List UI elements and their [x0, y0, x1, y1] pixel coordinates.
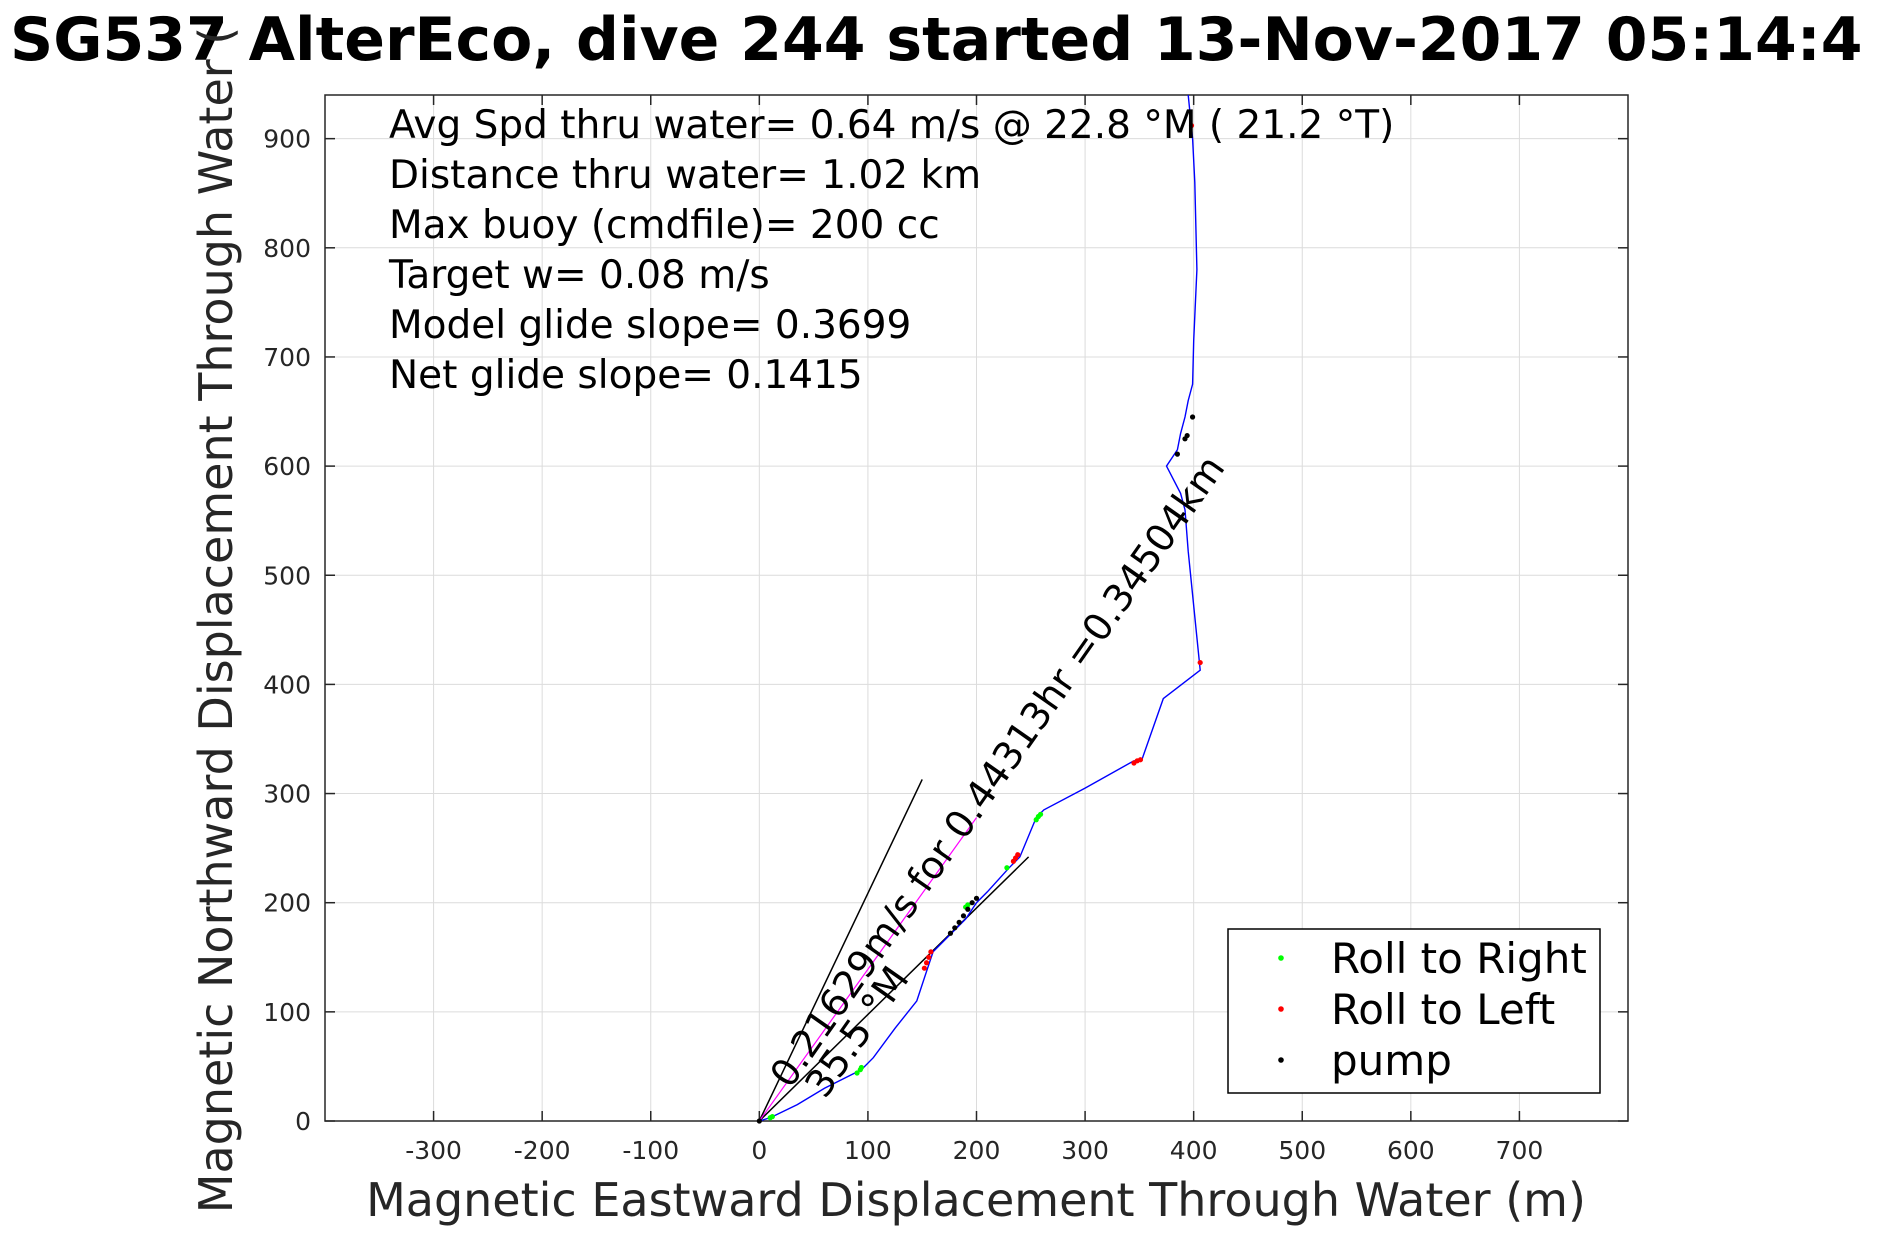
- reference-line-1: [758, 779, 923, 1122]
- data-point: [858, 1064, 865, 1071]
- y-tick-label: 0: [295, 1107, 311, 1136]
- legend-label: pump: [1331, 1036, 1452, 1085]
- data-point: [1174, 451, 1180, 457]
- y-tick-label: 400: [263, 670, 311, 699]
- x-axis-ticks: -300 -200 -100 0 100 200 300 400 500 600 700: [405, 95, 1543, 1165]
- data-point: [965, 902, 971, 908]
- legend-marker: [1278, 1006, 1284, 1012]
- x-tick-label: 700: [1496, 1136, 1544, 1165]
- annotation-line: Model glide slope= 0.3699: [389, 303, 911, 348]
- data-point: [1197, 659, 1203, 666]
- x-tick-label: -300: [405, 1136, 462, 1165]
- data-point: [1184, 432, 1190, 439]
- data-point: [960, 913, 967, 919]
- y-tick-label: 800: [263, 234, 311, 263]
- data-point: [1188, 122, 1195, 129]
- x-tick-label: 0: [751, 1136, 767, 1165]
- data-point: [926, 954, 932, 960]
- annotation-line: Net glide slope= 0.1415: [389, 353, 863, 398]
- x-tick-label: -200: [514, 1136, 571, 1165]
- data-point: [1137, 757, 1144, 763]
- x-tick-label: 200: [953, 1136, 1001, 1165]
- legend-label: Roll to Left: [1331, 985, 1555, 1034]
- y-axis-label: Magnetic Northward Displacement Through …: [189, 27, 243, 1213]
- annotation-line: Avg Spd thru water= 0.64 m/s @ 22.8 °M (…: [389, 103, 1394, 148]
- series-roll-to-left: [921, 122, 1203, 971]
- y-tick-label: 200: [263, 889, 311, 918]
- y-tick-label: 700: [263, 343, 311, 372]
- chart-title: SG537 AlterEco, dive 244 started 13-Nov-…: [10, 5, 1863, 75]
- legend-label: Roll to Right: [1331, 934, 1587, 983]
- data-layer: [756, 94, 1203, 1124]
- legend-box: [1227, 928, 1601, 1094]
- track-line: [759, 94, 1201, 1122]
- x-tick-label: 500: [1278, 1136, 1326, 1165]
- y-axis-ticks: 0 100 200 300 400 500 600 700 800 900: [263, 125, 1628, 1136]
- data-point: [1189, 414, 1196, 420]
- reference-line-2: [758, 856, 1030, 1122]
- y-tick-label: 900: [263, 125, 311, 154]
- y-tick-label: 100: [263, 998, 311, 1027]
- data-point: [956, 919, 962, 925]
- data-point: [1037, 811, 1044, 817]
- x-tick-label: 300: [1061, 1136, 1109, 1165]
- data-point: [973, 895, 980, 901]
- data-point: [928, 949, 934, 955]
- annotation-block: Avg Spd thru water= 0.64 m/s @ 22.8 °M (…: [388, 103, 1394, 398]
- data-point: [952, 925, 958, 931]
- data-point: [1015, 852, 1021, 858]
- data-point: [947, 930, 954, 936]
- data-point: [969, 900, 975, 906]
- legend-marker: [1278, 955, 1284, 961]
- data-point: [965, 906, 971, 912]
- series-pump: [756, 414, 1196, 1124]
- rotated-speed-label: 0.21629m/s for 0.44313hr =0.34504km: [761, 447, 1233, 1095]
- legend-marker: [1278, 1057, 1284, 1063]
- data-point: [756, 1118, 762, 1124]
- x-tick-label: 100: [844, 1136, 892, 1165]
- data-point: [854, 1070, 860, 1076]
- x-tick-label: 400: [1170, 1136, 1218, 1165]
- annotation-line: Max buoy (cmdfile)= 200 cc: [389, 203, 940, 248]
- x-tick-label: -100: [622, 1136, 679, 1165]
- data-point: [921, 965, 927, 971]
- x-axis-label: Magnetic Eastward Displacement Through W…: [366, 1173, 1586, 1227]
- y-tick-label: 600: [263, 452, 311, 481]
- data-point: [923, 960, 930, 966]
- annotation-line: Distance thru water= 1.02 km: [389, 153, 981, 198]
- rotated-labels: 0.21629m/s for 0.44313hr =0.34504km35.5 …: [761, 447, 1233, 1105]
- y-tick-label: 300: [263, 780, 311, 809]
- heading-line: [758, 817, 977, 1122]
- annotation-line: Target w= 0.08 m/s: [388, 253, 770, 298]
- data-point: [769, 1114, 775, 1120]
- y-tick-label: 500: [263, 561, 311, 590]
- x-tick-label: 600: [1387, 1136, 1435, 1165]
- data-point: [1004, 865, 1010, 871]
